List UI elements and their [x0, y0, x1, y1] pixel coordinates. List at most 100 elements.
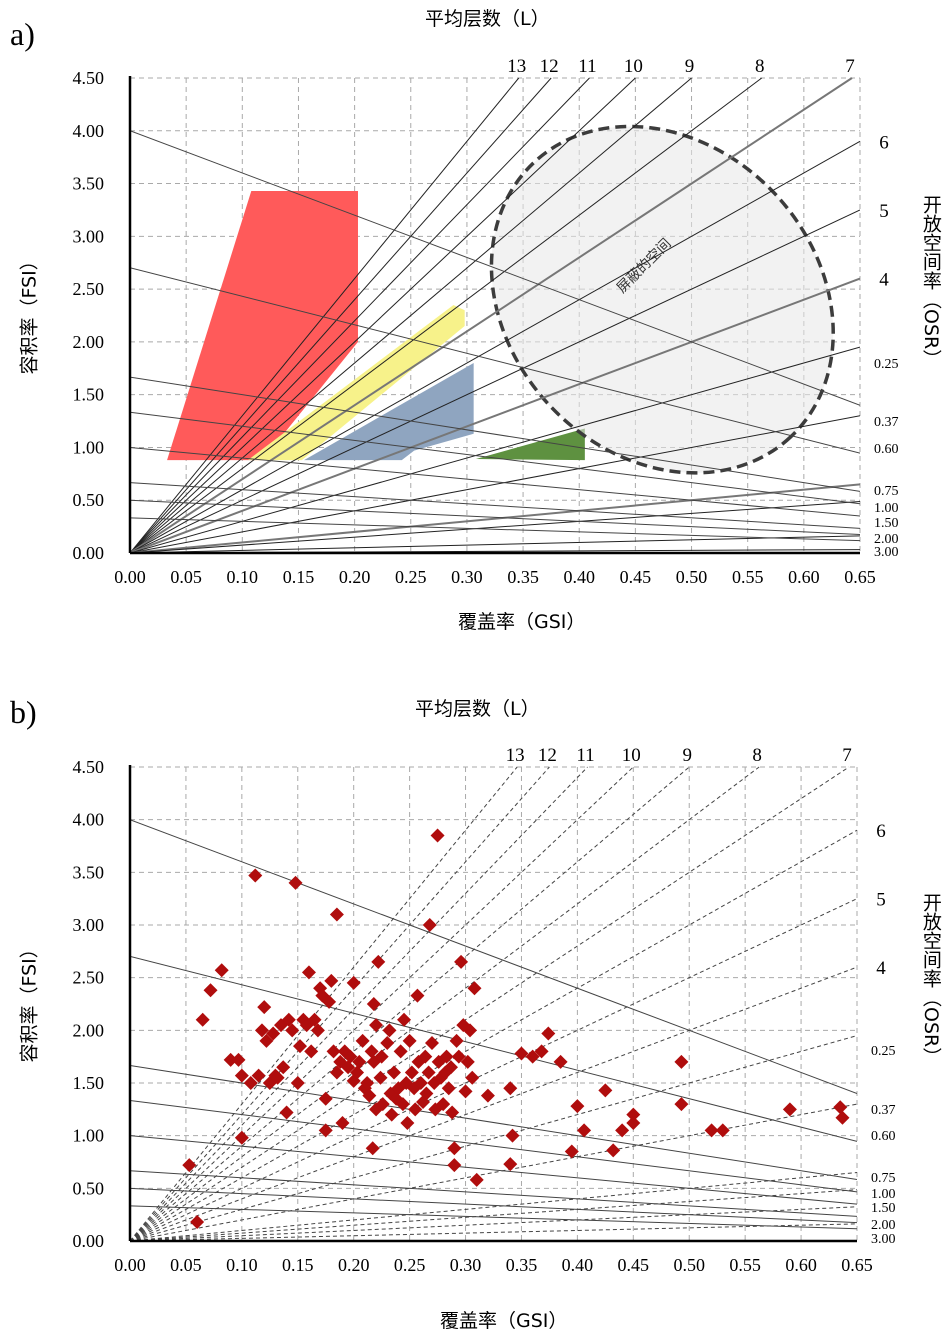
- data-point-diamond: [451, 1049, 466, 1064]
- y-tick-label: 1.50: [73, 1073, 105, 1093]
- data-point-diamond: [626, 1107, 641, 1122]
- data-point-diamond: [436, 1097, 451, 1112]
- osr-label: 3.00: [874, 545, 899, 560]
- osr-label: 0.75: [874, 484, 899, 499]
- x-tick-label: 0.60: [785, 1255, 817, 1275]
- data-point-diamond: [329, 907, 344, 922]
- data-point-diamond: [541, 1026, 556, 1041]
- y-tick-label: 2.50: [73, 279, 105, 299]
- data-point-diamond: [288, 875, 303, 890]
- floor-label: 7: [845, 56, 855, 77]
- data-point-diamond: [259, 1033, 274, 1048]
- data-point-diamond: [310, 1023, 325, 1038]
- data-point-diamond: [441, 1081, 456, 1096]
- floor-line: [130, 209, 860, 553]
- panel-label: a): [10, 16, 35, 52]
- y-tick-label: 1.00: [73, 1126, 105, 1146]
- floor-line: [130, 1206, 857, 1241]
- data-point-diamond: [190, 1215, 205, 1230]
- osr-line: [130, 1100, 857, 1193]
- data-point-diamond: [615, 1123, 630, 1138]
- x-tick-label: 0.40: [562, 1255, 594, 1275]
- y-tick-label: 4.00: [73, 121, 105, 141]
- y-tick-label: 3.00: [73, 226, 105, 246]
- data-point-diamond: [408, 1102, 423, 1117]
- x-tick-label: 0.00: [114, 567, 146, 587]
- data-point-diamond: [315, 988, 330, 1003]
- data-point-diamond: [449, 1033, 464, 1048]
- x-tick-label: 0.60: [788, 567, 820, 587]
- data-point-diamond: [467, 981, 482, 996]
- y-tick-label: 2.50: [73, 968, 105, 988]
- data-point-diamond: [606, 1143, 621, 1158]
- data-point-diamond: [276, 1060, 291, 1075]
- data-point-diamond: [279, 1105, 294, 1120]
- data-point-diamond: [458, 1084, 473, 1099]
- data-point-diamond: [369, 1018, 384, 1033]
- floor-line: [130, 766, 760, 1241]
- data-point-diamond: [422, 918, 437, 932]
- osr-label: 1.50: [874, 516, 899, 531]
- data-point-diamond: [598, 1083, 613, 1098]
- floor-label: 12: [538, 745, 557, 766]
- data-point-diamond: [443, 1060, 458, 1075]
- x-tick-label: 0.65: [844, 567, 876, 587]
- x-axis-title: 覆盖率（GSI）: [440, 1310, 568, 1332]
- x-tick-label: 0.05: [170, 567, 202, 587]
- data-point-diamond: [674, 1054, 689, 1069]
- floor-line: [130, 77, 520, 553]
- floor-line: [130, 535, 860, 553]
- data-point-diamond: [570, 1099, 585, 1114]
- data-point-diamond: [407, 1081, 422, 1096]
- data-point-diamond: [248, 868, 263, 883]
- osr-line: [130, 1187, 857, 1224]
- floor-line: [130, 1103, 857, 1241]
- osr-line: [130, 482, 860, 529]
- y-tick-label: 4.50: [73, 757, 105, 777]
- data-point-diamond: [384, 1107, 399, 1122]
- data-point-diamond: [373, 1070, 388, 1085]
- data-point-diamond: [419, 1086, 434, 1101]
- data-point-diamond: [301, 965, 316, 980]
- floor-line: [130, 766, 550, 1241]
- x-tick-label: 0.20: [338, 1255, 370, 1275]
- data-point-diamond: [454, 954, 469, 969]
- floor-line: [130, 77, 763, 553]
- data-point-diamond: [299, 1018, 314, 1033]
- osr-line: [130, 1135, 857, 1205]
- floor-lines: [130, 766, 857, 1241]
- floor-label: 4: [876, 958, 886, 979]
- data-point-diamond: [182, 1158, 197, 1173]
- floor-label: 13: [506, 745, 525, 766]
- floor-label: 12: [540, 56, 559, 77]
- x-tick-label: 0.45: [618, 1255, 650, 1275]
- floor-label: 10: [624, 56, 643, 77]
- data-point-diamond: [355, 1033, 370, 1048]
- floor-line: [130, 501, 860, 553]
- floor-label: 10: [622, 745, 641, 766]
- y-tick-label: 2.00: [73, 332, 105, 352]
- y-tick-label: 0.00: [73, 1231, 105, 1251]
- floor-label: 8: [755, 56, 765, 77]
- floor-line: [130, 1223, 857, 1241]
- osr-label: 2.00: [871, 1218, 896, 1233]
- floor-label: 7: [842, 745, 852, 766]
- floor-line: [130, 77, 636, 553]
- data-point-diamond: [465, 1070, 480, 1085]
- chart-svg-b: 0.00 0.05 0.10 0.15 0.20 0.25 0.30 0.35 0.40 0.45…: [73, 745, 896, 1275]
- data-point-diamond: [374, 1049, 389, 1064]
- data-point-diamond: [380, 1035, 395, 1050]
- data-point-diamond: [525, 1049, 540, 1064]
- data-point-diamond: [447, 1158, 462, 1173]
- x-axis-title: 覆盖率（GSI）: [458, 611, 586, 633]
- data-point-diamond: [397, 1012, 412, 1027]
- data-point-diamond: [833, 1100, 848, 1115]
- osr-label: 3.00: [871, 1232, 896, 1247]
- data-point-diamond: [234, 1130, 249, 1145]
- data-point-diamond: [341, 1060, 356, 1075]
- x-tick-label: 0.10: [227, 567, 259, 587]
- data-point-diamond: [251, 1068, 266, 1083]
- osr-label: 0.37: [871, 1103, 896, 1118]
- x-tick-label: 0.65: [841, 1255, 873, 1275]
- floor-label: 13: [507, 56, 526, 77]
